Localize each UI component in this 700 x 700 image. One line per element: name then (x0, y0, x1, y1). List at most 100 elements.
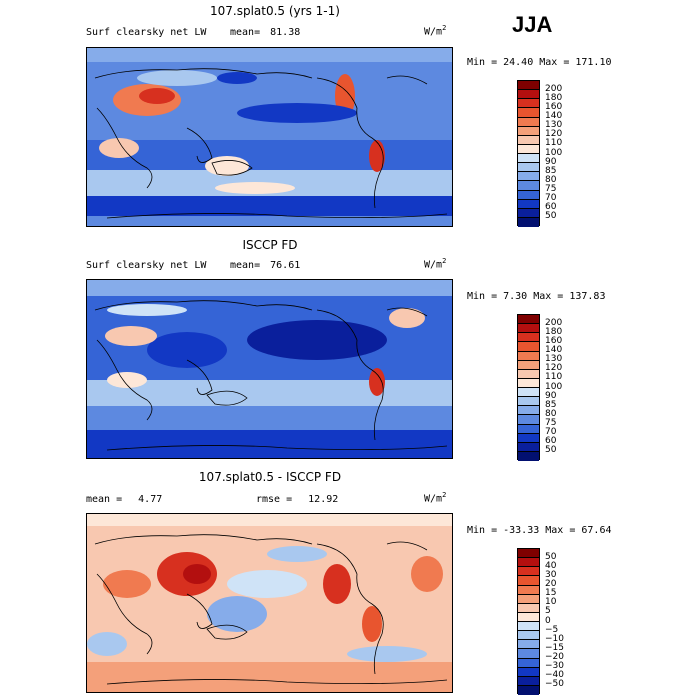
colorbar-tick-label: 90 (545, 156, 557, 167)
colorbar-tick-label: 50 (545, 211, 557, 222)
colorbar-swatch (518, 324, 539, 334)
panel1-title: 107.splat0.5 (yrs 1-1) (210, 4, 340, 18)
colorbar-swatch (518, 144, 539, 154)
colorbar-tick-label: 50 (545, 445, 557, 456)
season-label: JJA (512, 12, 553, 37)
colorbar-tick-label: 70 (545, 427, 557, 438)
colorbar-swatch (518, 451, 539, 461)
colorbar-tick-label: 15 (545, 588, 557, 599)
panel1-mean-label: mean= 81.38 (230, 27, 300, 38)
panel2-minmax: Min = 7.30 Max = 137.83 (467, 291, 606, 302)
colorbar-tick-label: 30 (545, 569, 557, 580)
panel3-map (86, 513, 453, 693)
colorbar-tick-label: 110 (545, 372, 563, 383)
colorbar-swatch (518, 315, 539, 325)
panel3-rmse-label: rmse = 12.92 (256, 494, 338, 505)
panel2-title: ISCCP FD (242, 238, 298, 252)
colorbar-swatch (518, 640, 539, 650)
colorbar-tick-label: 180 (545, 326, 563, 337)
colorbar-swatch (518, 154, 539, 164)
colorbar-tick-label: 75 (545, 184, 557, 194)
panel1-variable-label: Surf clearsky net LW (86, 27, 207, 38)
colorbar-swatch (518, 631, 539, 641)
panel3-minmax: Min = -33.33 Max = 67.64 (467, 525, 612, 536)
colorbar-swatch (518, 397, 539, 407)
colorbar-swatch (518, 126, 539, 136)
panel2-units-sup: 2 (442, 257, 447, 265)
panel2-colorbar (517, 314, 540, 461)
colorbar-swatch (518, 658, 539, 668)
colorbar-tick-label: 160 (545, 101, 563, 112)
colorbar-swatch (518, 369, 539, 379)
panel2-variable-label: Surf clearsky net LW (86, 260, 207, 271)
colorbar-tick-label: 60 (545, 436, 557, 447)
colorbar-swatch (518, 360, 539, 370)
panel1-map (86, 47, 453, 227)
colorbar-swatch (518, 622, 539, 632)
colorbar-tick-label: −5 (545, 624, 559, 635)
colorbar-swatch (518, 135, 539, 145)
colorbar-tick-label: 85 (545, 165, 557, 176)
colorbar-swatch (518, 190, 539, 200)
colorbar-swatch (518, 117, 539, 127)
colorbar-tick-label: 60 (545, 202, 557, 213)
colorbar-swatch (518, 81, 539, 91)
colorbar-tick-label: 110 (545, 138, 563, 149)
colorbar-swatch (518, 208, 539, 218)
colorbar-tick-label: 160 (545, 335, 563, 346)
panel3-map-image (87, 514, 452, 692)
colorbar-swatch (518, 172, 539, 182)
colorbar-swatch (518, 333, 539, 343)
panel3-units-text: W/m (424, 493, 443, 505)
panel2-map (86, 279, 453, 459)
colorbar-tick-label: 70 (545, 193, 557, 204)
colorbar-swatch (518, 163, 539, 173)
colorbar-tick-label: 130 (545, 120, 563, 131)
panel3-rmse-value: 12.92 (308, 494, 339, 505)
panel3-units-sup: 2 (442, 491, 447, 499)
colorbar-tick-label: 200 (545, 83, 563, 94)
panel1-colorbar (517, 80, 540, 227)
colorbar-tick-label: 100 (545, 147, 563, 158)
panel2-map-image (87, 280, 452, 458)
colorbar-swatch (518, 378, 539, 388)
colorbar-swatch (518, 108, 539, 118)
colorbar-tick-label: 90 (545, 390, 557, 401)
panel1-units-text: W/m (424, 26, 443, 38)
colorbar-tick-label: 100 (545, 381, 563, 392)
colorbar-tick-label: −40 (545, 670, 564, 681)
panel1-minmax: Min = 24.40 Max = 171.10 (467, 57, 612, 68)
panel2-mean-label: mean= 76.61 (230, 260, 300, 271)
colorbar-tick-label: −10 (545, 633, 564, 644)
colorbar-tick-label: 80 (545, 174, 557, 185)
colorbar-tick-label: 80 (545, 408, 557, 419)
colorbar-swatch (518, 558, 539, 568)
colorbar-swatch (518, 549, 539, 559)
colorbar-tick-label: 5 (545, 606, 551, 617)
colorbar-swatch (518, 199, 539, 209)
colorbar-tick-label: 140 (545, 111, 563, 121)
panel2-units-text: W/m (424, 259, 443, 271)
colorbar-swatch (518, 342, 539, 352)
colorbar-tick-label: 20 (545, 579, 557, 589)
panel1-units-sup: 2 (442, 24, 447, 32)
colorbar-tick-label: 200 (545, 317, 563, 328)
colorbar-swatch (518, 388, 539, 398)
colorbar-swatch (518, 603, 539, 613)
colorbar-swatch (518, 415, 539, 425)
colorbar-tick-label: 140 (545, 345, 563, 355)
colorbar-swatch (518, 667, 539, 677)
colorbar-swatch (518, 676, 539, 686)
panel3-title: 107.splat0.5 - ISCCP FD (198, 470, 342, 484)
colorbar-swatch (518, 424, 539, 434)
panel1-mean-text: mean= (230, 27, 261, 38)
colorbar-tick-label: 75 (545, 418, 557, 428)
colorbar-swatch (518, 442, 539, 452)
panel3-mean-text: mean = (86, 494, 123, 505)
panel2-units: W/m2 (424, 257, 446, 270)
colorbar-swatch (518, 567, 539, 577)
colorbar-swatch (518, 649, 539, 659)
panel1-units: W/m2 (424, 24, 446, 37)
colorbar-tick-label: 0 (545, 615, 551, 626)
colorbar-tick-label: −15 (545, 642, 564, 653)
